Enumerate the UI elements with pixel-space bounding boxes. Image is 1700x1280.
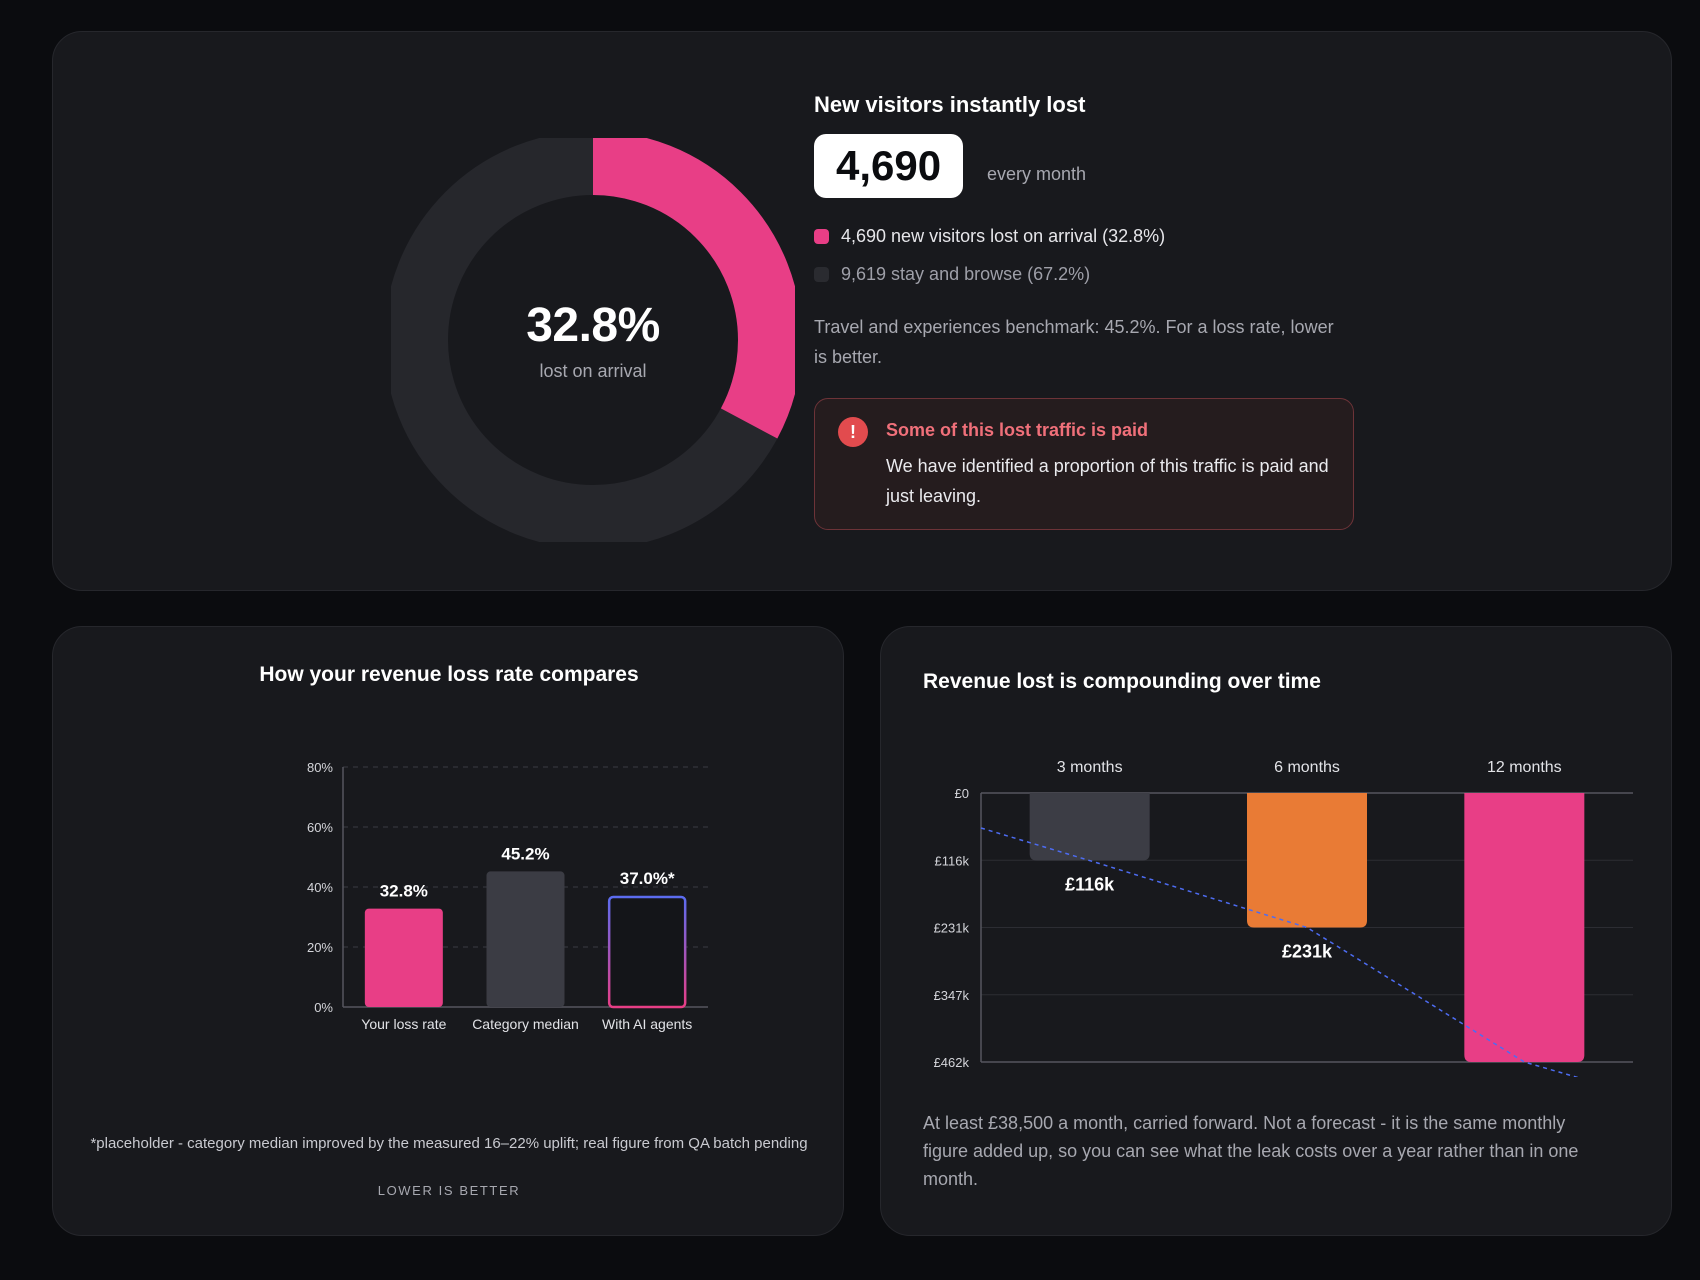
column-header-label: 12 months [1487,759,1562,776]
compare-footnote: *placeholder - category median improved … [90,1135,808,1152]
x-category-label: Your loss rate [361,1016,446,1032]
lower-is-better-label: LOWER IS BETTER [377,1183,521,1198]
y-tick-label: £116k [935,853,970,868]
legend-swatch-stay [814,267,829,282]
stat-title: New visitors instantly lost [814,92,1086,117]
trend-line [980,827,1579,1077]
bar-value-label: 37.0%* [620,869,675,888]
x-category-label: Category median [472,1016,579,1032]
bar-with-ai-agents [607,895,687,1009]
legend-item-lost: 4,690 new visitors lost on arrival (32.8… [814,226,1165,247]
y-tick-label: 80% [307,760,333,775]
big-number-suffix: every month [987,164,1087,184]
big-number: 4,690 [836,142,942,189]
y-tick-label: 60% [307,820,333,835]
y-tick-label: £462k [934,1055,970,1070]
donut-center: 32.8% lost on arrival [391,138,795,542]
column-header-label: 6 months [1274,759,1340,776]
paid-traffic-alert: ! Some of this lost traffic is paid We h… [814,398,1354,530]
exclamation-icon: ! [838,417,868,447]
legend-label-stay: 9,619 stay and browse (67.2%) [841,264,1091,284]
alert-body: We have identified a proportion of this … [886,456,1329,506]
legend-swatch-lost [814,229,829,244]
x-category-label: With AI agents [602,1016,692,1032]
y-tick-label: £347k [934,988,970,1003]
bar-category-median [486,871,565,1007]
bar-value-label: 32.8% [380,882,428,901]
bar-value-label: £116k [1065,875,1115,895]
loss-donut-chart [391,138,795,542]
compare-title: How your revenue loss rate compares [259,663,639,686]
y-tick-label: 0% [314,1000,333,1015]
bar-12-months [1464,793,1585,1062]
legend-label-lost: 4,690 new visitors lost on arrival (32.8… [841,226,1166,246]
compounding-bar-chart: £0 £116k £231k £347k £462k 3 months £116k 6 mon… [934,759,1633,1077]
loss-rate-compare-card: How your revenue loss rate compares 0% 20… [52,626,844,1236]
column-header-label: 3 months [1057,759,1123,776]
compound-footnote: At least £38,500 a month, carried forwar… [923,1113,1579,1189]
y-tick-label: £231k [934,921,970,936]
bar-value-label: £462k [1499,1076,1550,1077]
alert-title: Some of this lost traffic is paid [886,420,1149,440]
bar-3-months [1029,793,1150,861]
y-tick-label: 40% [307,880,333,895]
donut-lost-slice [391,138,795,542]
bar-6-months [1247,793,1367,928]
bar-value-label: £231k [1282,942,1333,962]
donut-value: 32.8% [526,299,660,352]
loss-rate-bar-chart: 0% 20% 40% 60% 80% 32.8% Your loss rate 45.2% Ca… [307,760,708,1032]
bar-value-label: 45.2% [501,844,549,863]
compound-title: Revenue lost is compounding over time [923,670,1321,693]
y-tick-label: 20% [307,940,333,955]
donut-caption: lost on arrival [539,361,647,381]
benchmark-text: Travel and experiences benchmark: 45.2%.… [814,317,1334,367]
visitors-lost-card: 32.8% lost on arrival New visitors insta… [52,31,1672,591]
bar-your-loss-rate [364,908,443,1007]
y-tick-label: £0 [955,786,969,801]
compounding-loss-card: Revenue lost is compounding over time £0… [880,626,1672,1236]
legend-item-stay: 9,619 stay and browse (67.2%) [814,264,1090,285]
big-number-box: 4,690 [814,134,964,198]
